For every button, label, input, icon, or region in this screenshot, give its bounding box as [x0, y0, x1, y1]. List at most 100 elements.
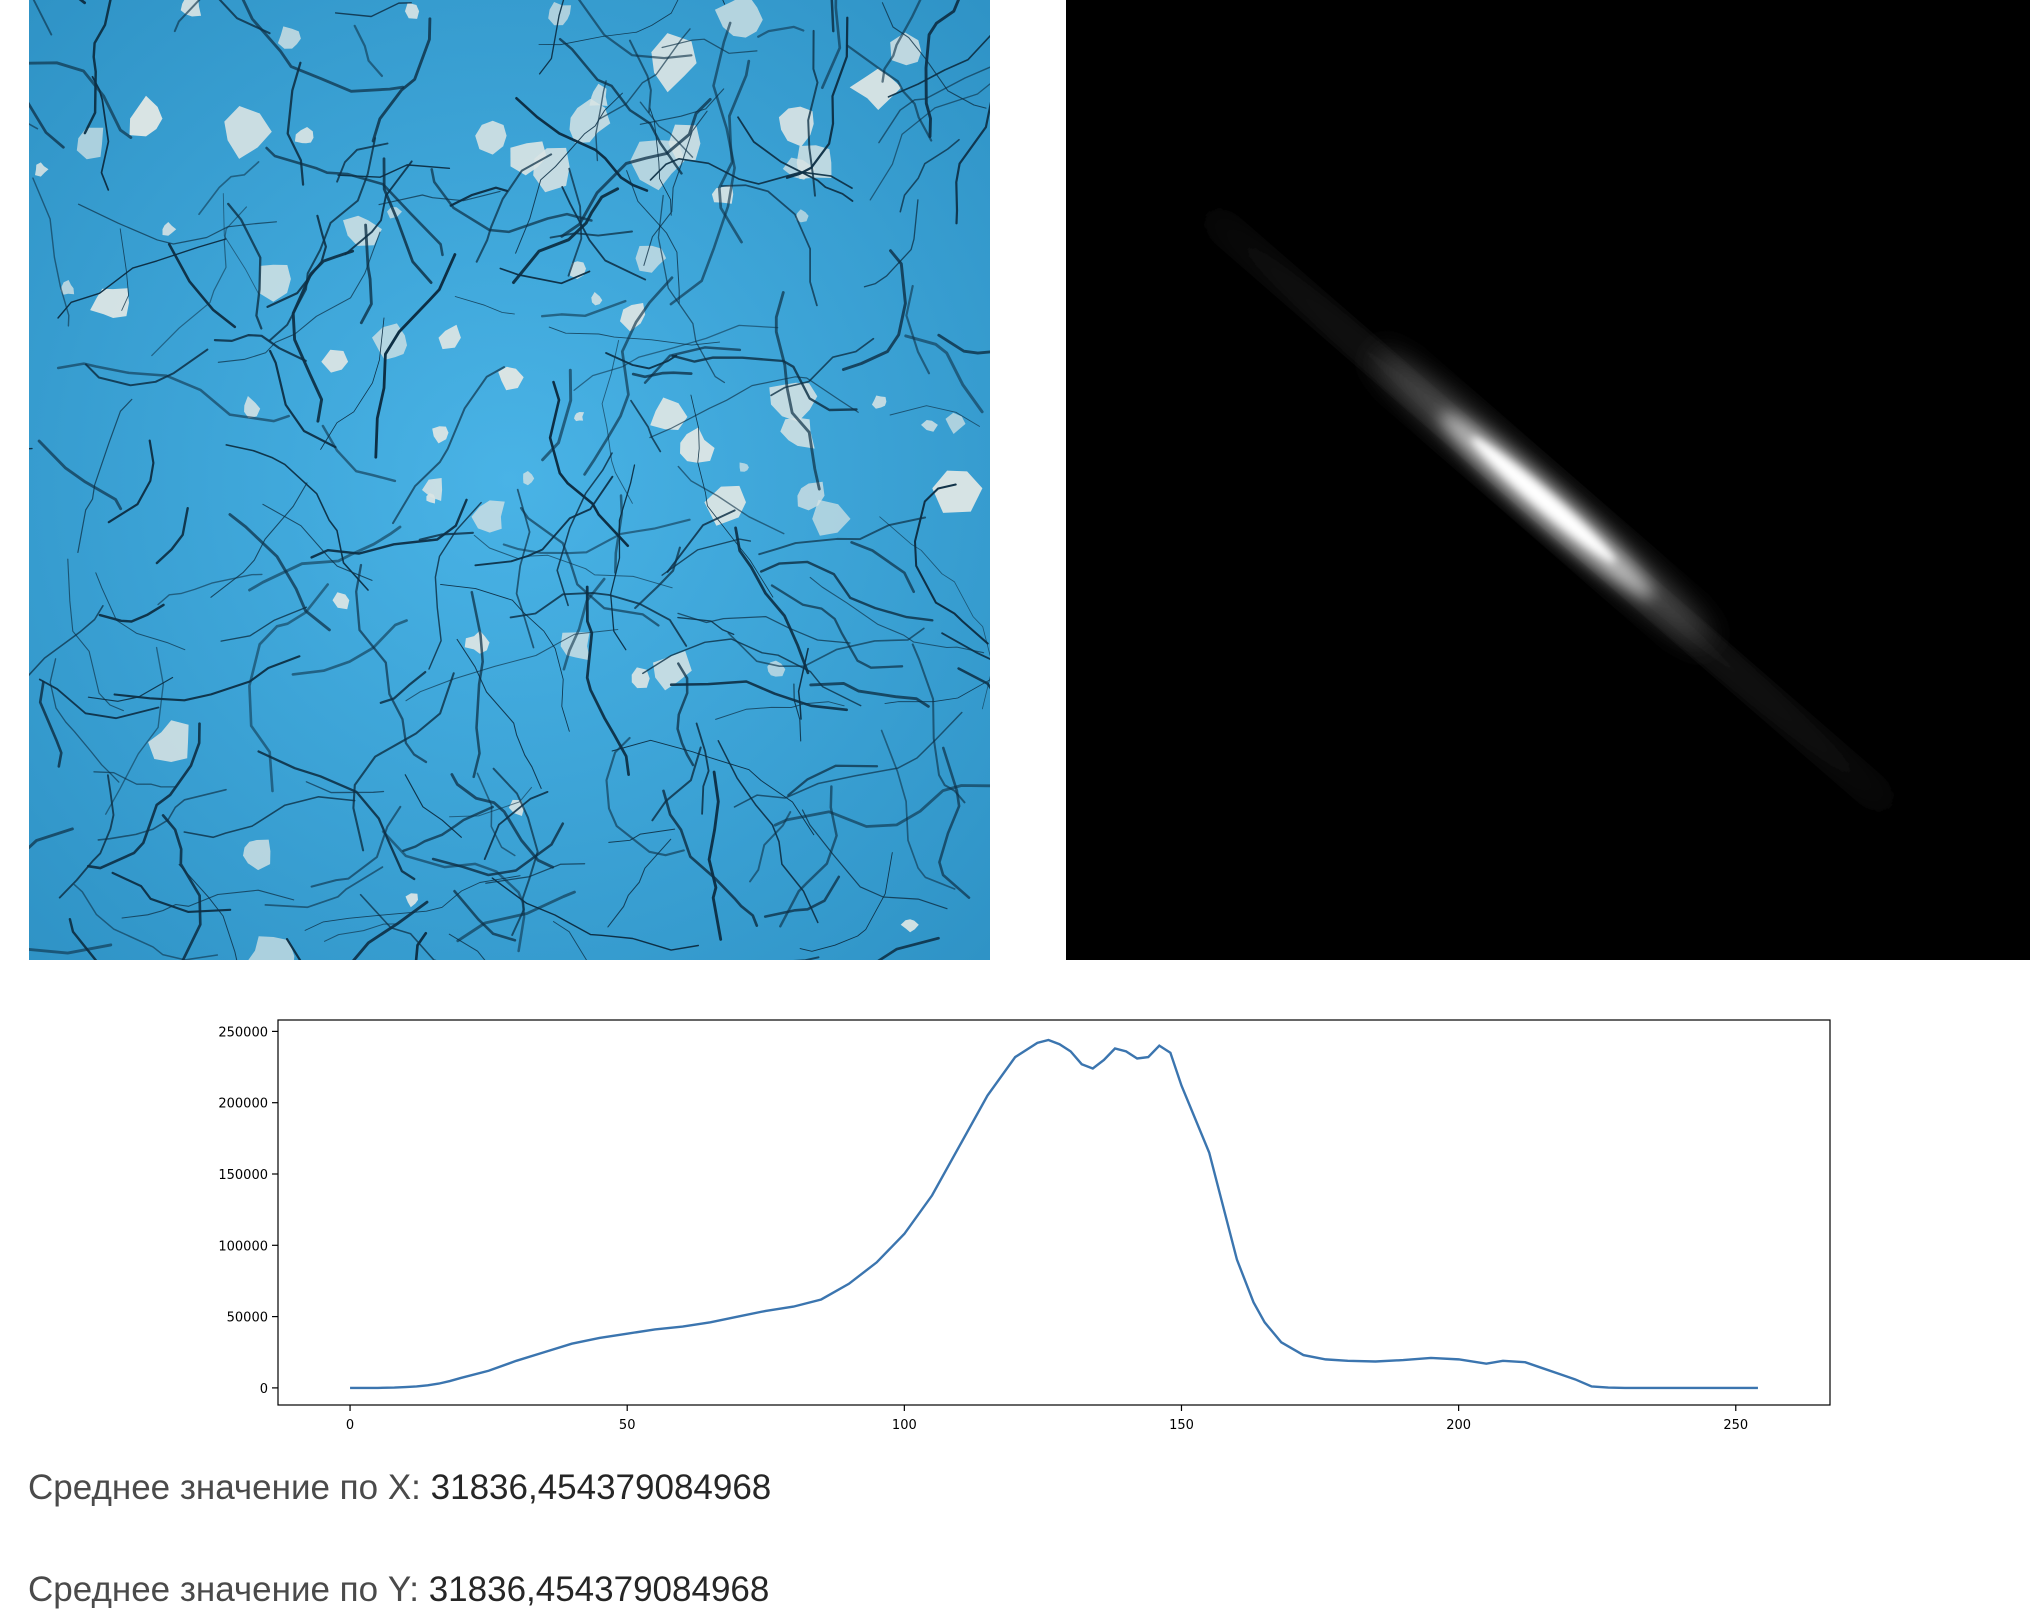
x-axis: 0 50 100 150 200 250: [346, 1405, 1748, 1433]
paint-chip: [620, 303, 646, 332]
paint-crack: [334, 2, 412, 18]
paint-chip: [769, 382, 818, 422]
paint-crack: [485, 863, 586, 884]
paint-chip: [589, 83, 608, 106]
paint-crack: [841, 249, 907, 371]
paint-crack: [456, 890, 576, 943]
mean-x-value: 31836,454379084968: [430, 1468, 772, 1507]
paint-chip: [332, 592, 350, 610]
paint-crack: [793, 956, 820, 960]
paint-crack: [49, 658, 120, 783]
paint-crack: [483, 790, 549, 861]
paint-crack: [651, 746, 702, 822]
paint-crack: [938, 746, 971, 899]
paint-crack: [58, 774, 115, 899]
paint-crack: [630, 399, 662, 453]
paint-crack: [269, 349, 337, 449]
paint-crack: [228, 513, 331, 632]
paint-crack: [905, 284, 931, 375]
x-tick-label: 250: [1723, 1418, 1748, 1433]
paint-chip: [224, 106, 272, 159]
paint-crack: [32, 177, 70, 327]
paint-chip: [680, 427, 715, 463]
paint-crack: [669, 680, 848, 712]
paint-crack: [474, 475, 614, 567]
paint-crack: [161, 814, 202, 960]
paint-chip: [932, 470, 983, 513]
paint-crack: [449, 186, 509, 207]
paint-chip: [780, 417, 815, 449]
paint-crack: [734, 526, 810, 675]
paint-crack: [453, 889, 517, 942]
paint-crack: [355, 563, 428, 764]
paint-crack: [913, 483, 989, 645]
paint-chip: [90, 288, 129, 318]
paint-crack: [155, 507, 189, 565]
paint-chip: [510, 141, 547, 176]
paint-crack: [67, 558, 124, 712]
paint-crack: [770, 337, 875, 397]
x-tick-label: 0: [346, 1418, 354, 1433]
paint-chip: [498, 366, 524, 391]
paint-crack: [257, 750, 416, 881]
paint-crack: [556, 452, 613, 607]
paint-crack: [93, 771, 177, 788]
paint-crack: [320, 317, 385, 450]
paint-crack: [599, 28, 691, 120]
paint-crack: [690, 394, 774, 598]
paint-crack: [850, 541, 916, 594]
paint-crack: [97, 788, 227, 841]
paint-chip: [591, 292, 603, 306]
paint-crack: [774, 291, 821, 491]
paint-crack: [382, 157, 433, 284]
paint-crack: [83, 0, 112, 135]
paint-crack: [717, 740, 819, 924]
paint-crack: [454, 296, 515, 315]
paint-chip: [635, 245, 667, 273]
paint-crack: [608, 828, 676, 843]
paint-crack: [661, 38, 758, 54]
paint-crack: [666, 509, 736, 573]
mean-x-label: Среднее значение по X:: [28, 1468, 421, 1507]
paint-crack: [924, 0, 960, 138]
paint-crack: [77, 398, 133, 553]
paint-chip: [630, 140, 685, 191]
paint-crack: [359, 893, 437, 960]
paint-crack: [770, 584, 904, 669]
paint-crack: [573, 324, 779, 391]
paint-crack: [631, 371, 693, 379]
paint-crack: [29, 605, 104, 677]
paint-crack: [167, 243, 237, 329]
paint-crack: [878, 66, 990, 144]
y-tick-label: 150000: [218, 1168, 268, 1183]
paint-chip: [259, 264, 291, 302]
paint-chip: [471, 500, 505, 533]
y-tick-label: 250000: [218, 1025, 268, 1040]
paint-crack: [585, 585, 630, 776]
paint-crack: [476, 772, 516, 857]
paint-crack: [29, 101, 65, 149]
paint-crack: [183, 796, 356, 839]
x-tick-label: 150: [1169, 1418, 1194, 1433]
paint-crack: [649, 376, 859, 439]
paint-crack: [911, 643, 966, 804]
paint-crack: [291, 619, 408, 676]
paint-crack: [937, 333, 990, 355]
paint-crack: [669, 21, 736, 306]
paint-crack: [614, 494, 624, 574]
paint-crack: [262, 503, 373, 581]
paint-crack: [605, 352, 678, 370]
paint-crack: [374, 253, 457, 459]
paint-crack: [639, 88, 725, 125]
paint-crack: [266, 214, 327, 308]
paint-crack: [639, 101, 694, 158]
paint-crack: [779, 785, 838, 928]
cooccurrence-matrix-image: [1066, 0, 2030, 960]
paint-crack: [304, 875, 521, 931]
paint-crack: [352, 900, 429, 960]
paint-crack: [552, 921, 588, 960]
paint-crack: [222, 193, 259, 294]
paint-crack: [715, 701, 845, 720]
paint-crack: [904, 334, 984, 414]
paint-crack: [538, 0, 679, 46]
